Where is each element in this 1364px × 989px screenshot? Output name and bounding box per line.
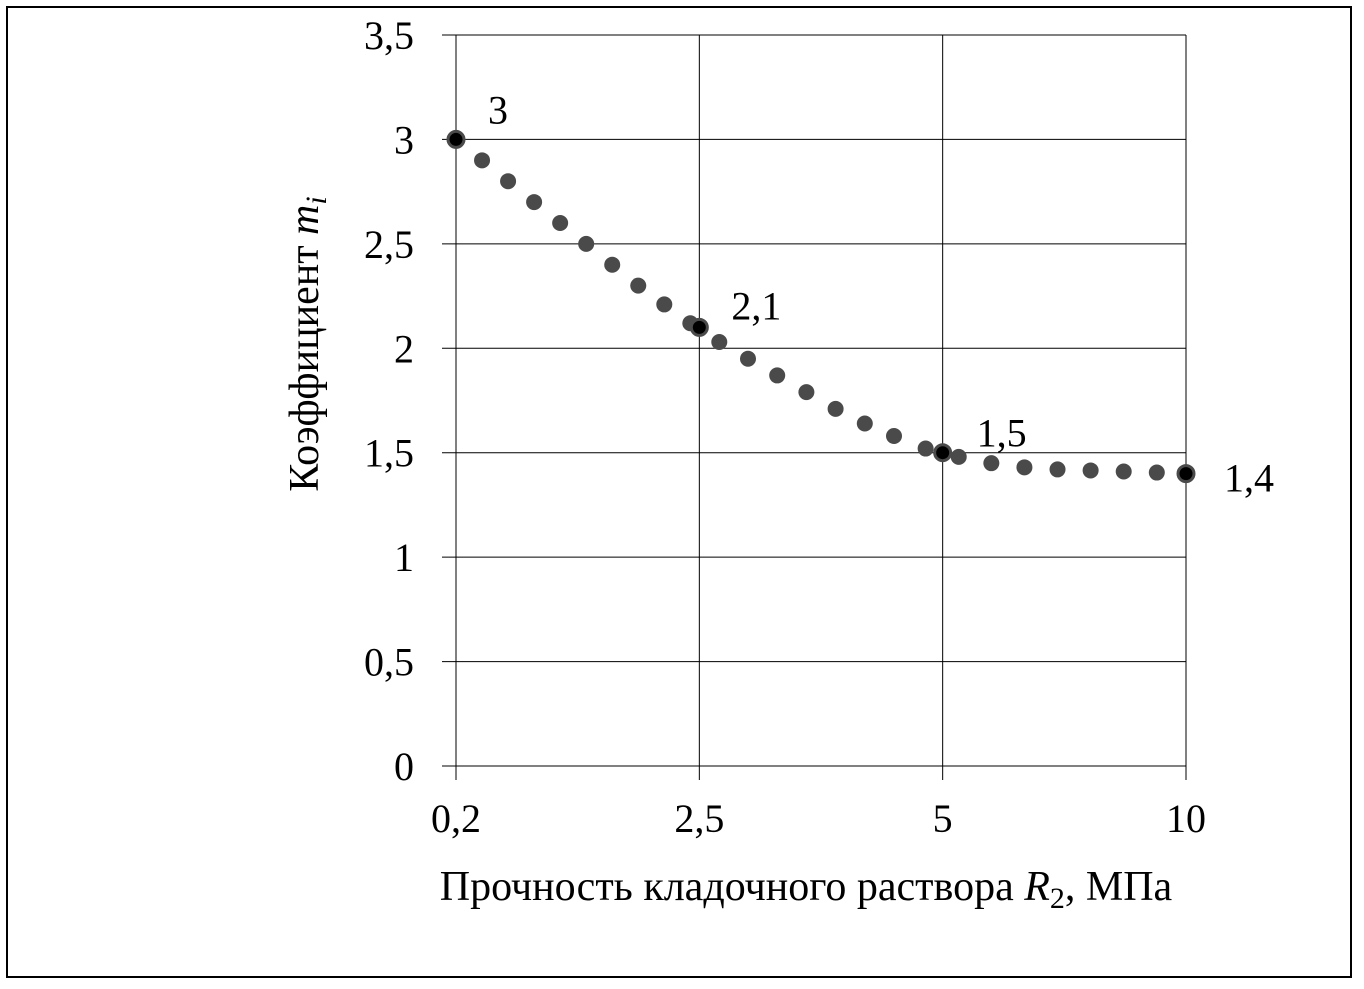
- key-data-point: [1176, 464, 1196, 484]
- x-axis-label-sub: 2: [1050, 882, 1065, 915]
- x-tick-label: 5: [933, 796, 953, 841]
- x-tick-label: 0,2: [431, 796, 481, 841]
- y-tick-label: 1: [394, 535, 414, 580]
- data-points: [446, 129, 1196, 484]
- data-point: [711, 334, 728, 351]
- y-tick-label: 2: [394, 326, 414, 371]
- data-point: [1049, 461, 1066, 478]
- key-data-point: [446, 129, 466, 149]
- y-axis-label-var: m: [282, 205, 328, 235]
- data-point: [1016, 459, 1033, 476]
- data-label: 1,5: [977, 411, 1027, 456]
- data-point: [578, 235, 595, 252]
- data-label: 1,4: [1224, 456, 1274, 501]
- data-point: [983, 455, 1000, 472]
- data-labels: 3 2,1 1,5 1,4: [488, 87, 1274, 500]
- y-axis-label-sub: i: [300, 196, 333, 204]
- y-tick-label: 1,5: [364, 431, 414, 476]
- grid: [442, 34, 1187, 780]
- data-label: 3: [488, 87, 508, 132]
- data-point: [1148, 464, 1165, 481]
- x-tick-label: 10: [1166, 796, 1206, 841]
- y-tick-labels: 0 0,5 1 1,5 2 2,5 3 3,5: [364, 13, 414, 789]
- data-point: [526, 194, 543, 211]
- x-axis-label-unit: , МПа: [1065, 864, 1173, 910]
- data-point: [474, 152, 491, 169]
- y-axis-label: Коэффициент mi: [282, 196, 333, 492]
- key-data-point: [933, 443, 953, 463]
- data-point: [798, 384, 815, 401]
- y-tick-label: 0,5: [364, 640, 414, 685]
- y-tick-label: 0: [394, 744, 414, 789]
- data-point: [656, 296, 673, 313]
- y-tick-label: 3: [394, 117, 414, 162]
- data-point: [604, 256, 621, 273]
- data-point: [500, 173, 517, 190]
- data-point: [856, 415, 873, 432]
- data-point: [886, 428, 902, 445]
- x-axis-label-var: R: [1023, 864, 1050, 910]
- data-point: [630, 277, 647, 294]
- x-axis-label-main: Прочность кладочного раствора: [440, 864, 1024, 910]
- data-point: [1082, 462, 1099, 479]
- data-point: [552, 214, 569, 231]
- x-tick-labels: 0,2 2,5 5 10: [431, 796, 1206, 841]
- y-tick-label: 3,5: [364, 13, 414, 58]
- data-point: [769, 367, 786, 384]
- data-label: 2,1: [731, 283, 781, 328]
- data-point: [950, 448, 967, 465]
- chart-frame: [6, 6, 1352, 978]
- x-tick-label: 2,5: [674, 796, 724, 841]
- key-data-point: [689, 317, 709, 337]
- data-point: [827, 400, 844, 417]
- y-tick-label: 2,5: [364, 222, 414, 267]
- data-point: [917, 440, 934, 457]
- data-point: [1115, 463, 1132, 480]
- x-axis-label: Прочность кладочного раствора R2, МПа: [440, 864, 1173, 915]
- data-point: [740, 350, 756, 367]
- y-axis-label-main: Коэффициент: [282, 235, 328, 492]
